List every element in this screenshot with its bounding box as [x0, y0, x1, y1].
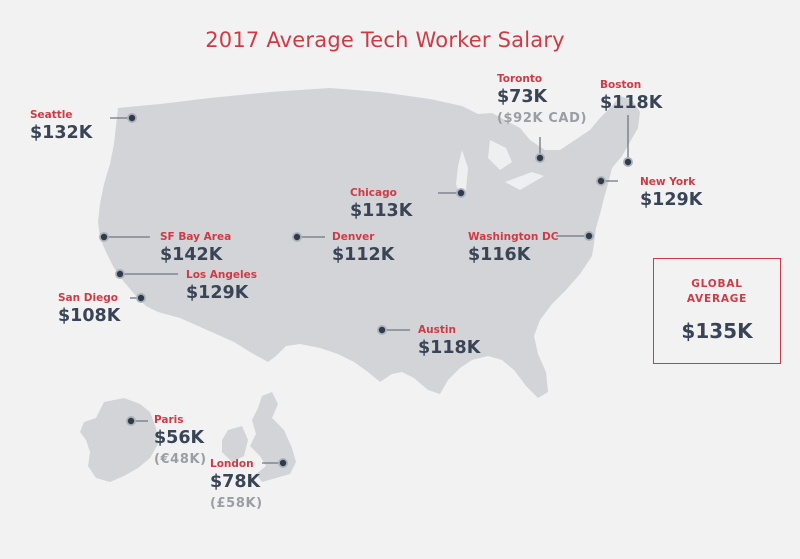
- city-label-seattle: Seattle $132K: [30, 110, 92, 142]
- city-label-paris: Paris $56K (€48K): [154, 415, 207, 466]
- map-title: 2017 Average Tech Worker Salary: [205, 28, 565, 52]
- city-salary: $129K: [640, 189, 703, 210]
- city-salary: $118K: [418, 337, 481, 358]
- pin-toronto: [536, 154, 544, 162]
- global-average-box: GLOBAL AVERAGE $135K: [653, 258, 781, 364]
- global-average-value: $135K: [681, 319, 753, 344]
- city-label-los-angeles: Los Angeles $129K: [186, 270, 257, 302]
- city-name: Seattle: [30, 109, 73, 121]
- pin-london: [279, 459, 287, 467]
- city-name: SF Bay Area: [160, 231, 232, 243]
- city-name: Los Angeles: [186, 269, 258, 281]
- pins-layer: [99, 113, 633, 468]
- city-salary: $116K: [468, 244, 531, 265]
- city-label-denver: Denver $112K: [332, 232, 394, 264]
- pin-seattle: [128, 114, 136, 122]
- city-label-new-york: New York $129K: [640, 177, 702, 209]
- france-landmass: [80, 398, 158, 482]
- city-salary: $112K: [332, 244, 395, 265]
- city-local-currency: (€48K): [154, 452, 207, 467]
- city-label-washington-dc: Washington DC $116K: [468, 232, 558, 264]
- pin-chicago: [457, 189, 465, 197]
- city-salary: $73K: [497, 86, 548, 107]
- city-name: Denver: [332, 231, 375, 243]
- city-salary: $56K: [154, 427, 205, 448]
- lake-erie: [505, 172, 544, 190]
- city-name: Boston: [600, 79, 642, 91]
- city-salary: $78K: [210, 471, 261, 492]
- city-name: Chicago: [350, 187, 397, 199]
- city-name: London: [210, 458, 254, 470]
- city-name: Paris: [154, 414, 184, 426]
- city-name: Austin: [418, 324, 456, 336]
- pin-new-york: [597, 177, 605, 185]
- pin-sf-bay-area: [100, 233, 108, 241]
- city-label-london: London $78K (£58K): [210, 459, 263, 510]
- city-name: Washington DC: [468, 231, 559, 243]
- city-label-austin: Austin $118K: [418, 325, 480, 357]
- ireland-landmass: [222, 426, 248, 462]
- pin-boston: [624, 158, 632, 166]
- city-salary: $108K: [58, 305, 121, 326]
- city-salary: $113K: [350, 200, 413, 221]
- pin-san-diego: [137, 294, 145, 302]
- city-label-boston: Boston $118K: [600, 80, 662, 112]
- city-name: San Diego: [58, 292, 118, 304]
- city-salary: $118K: [600, 92, 663, 113]
- pin-austin: [378, 326, 386, 334]
- pin-paris: [127, 417, 135, 425]
- city-label-toronto: Toronto $73K ($92K CAD): [497, 74, 587, 125]
- city-salary: $142K: [160, 244, 223, 265]
- city-salary: $129K: [186, 282, 249, 303]
- city-salary: $132K: [30, 122, 93, 143]
- city-name: Toronto: [497, 73, 543, 85]
- pin-washington-dc: [585, 232, 593, 240]
- city-label-san-diego: San Diego $108K: [58, 293, 120, 325]
- city-name: New York: [640, 176, 696, 188]
- city-local-currency: (£58K): [210, 496, 263, 511]
- city-local-currency: ($92K CAD): [497, 111, 588, 126]
- pin-los-angeles: [116, 270, 124, 278]
- city-label-chicago: Chicago $113K: [350, 188, 412, 220]
- lake-michigan: [456, 150, 468, 196]
- global-average-label: GLOBAL AVERAGE: [686, 278, 748, 306]
- pin-denver: [293, 233, 301, 241]
- city-label-sf-bay-area: SF Bay Area $142K: [160, 232, 231, 264]
- lake-huron: [488, 140, 512, 170]
